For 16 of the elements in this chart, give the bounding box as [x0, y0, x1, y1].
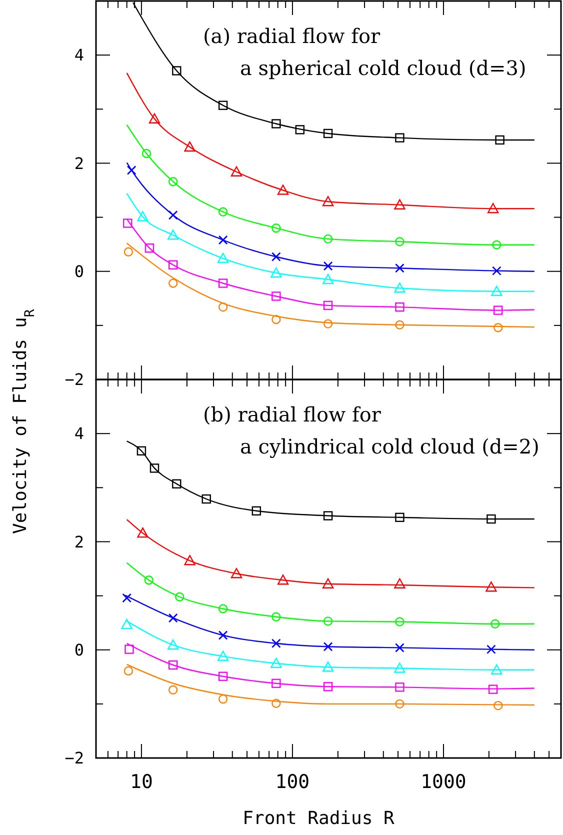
- y-tick-label: 2: [74, 532, 84, 552]
- annotation: (a) radial flow for: [203, 24, 381, 48]
- y-tick-label: 0: [74, 640, 84, 660]
- y-tick-label: −2: [64, 370, 84, 390]
- x-tick-label: 100: [275, 771, 310, 793]
- x-tick-label: 10: [130, 771, 153, 793]
- x-axis-title: Front Radius R: [242, 808, 395, 829]
- y-tick-label: −2: [64, 748, 84, 768]
- y-tick-label: 0: [74, 262, 84, 281]
- annotation: a spherical cold cloud (d=3): [240, 56, 526, 80]
- y-tick-label: 4: [74, 424, 84, 444]
- y-tick-label: 2: [74, 154, 84, 173]
- annotation: (b) radial flow for: [203, 402, 382, 426]
- x-tick-label: 1000: [420, 771, 466, 793]
- annotation: a cylindrical cold cloud (d=2): [240, 434, 540, 458]
- y-tick-label: 4: [74, 46, 84, 65]
